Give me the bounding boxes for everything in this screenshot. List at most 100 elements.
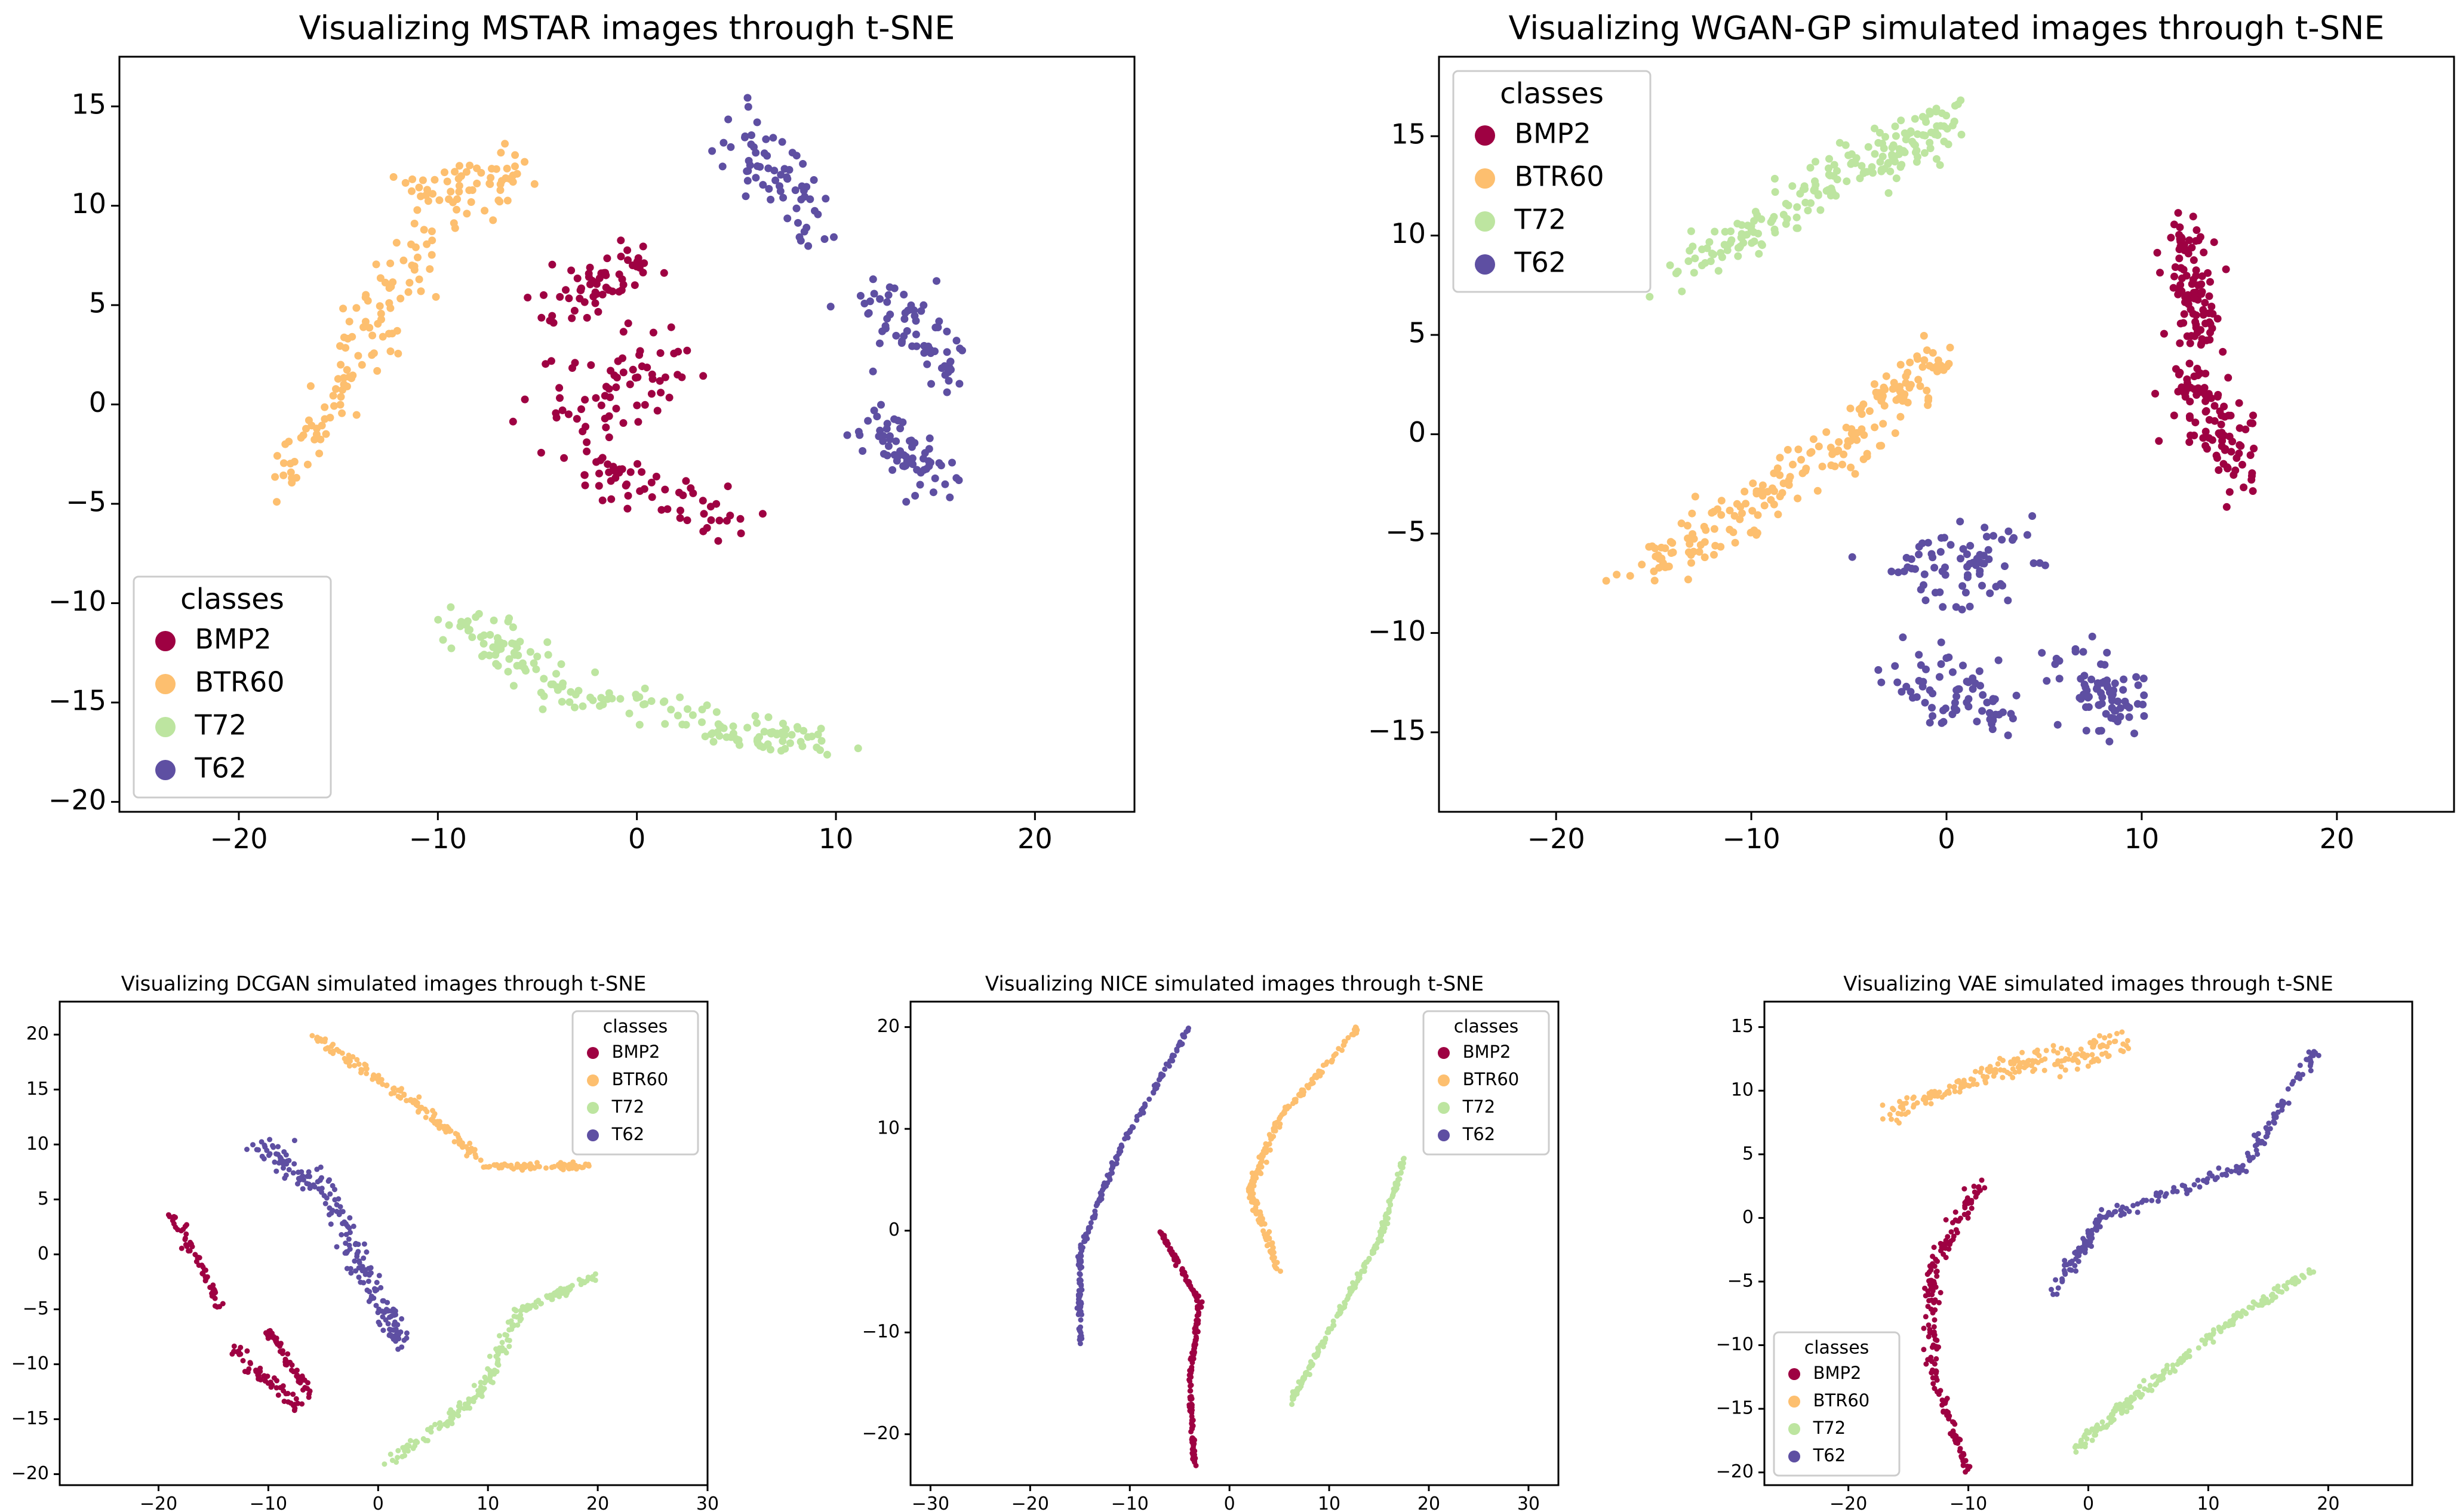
data-point-btr60	[508, 1162, 514, 1168]
data-point-btr60	[1899, 1103, 1905, 1109]
data-point-btr60	[555, 1162, 561, 1168]
data-point-t62	[350, 1223, 356, 1229]
data-point-t62	[771, 176, 780, 184]
data-point-t72	[530, 659, 538, 667]
data-point-t62	[1915, 651, 1923, 659]
legend-box	[1452, 70, 1652, 293]
data-point-t72	[1869, 169, 1877, 177]
data-point-t62	[916, 481, 924, 489]
data-point-t62	[2313, 1050, 2318, 1056]
data-point-t62	[894, 417, 902, 424]
data-point-t72	[552, 670, 560, 678]
data-point-t62	[1160, 1072, 1166, 1078]
data-point-bmp2	[230, 1348, 236, 1354]
data-point-btr60	[417, 287, 425, 295]
data-point-bmp2	[1951, 1233, 1957, 1239]
data-point-bmp2	[2235, 399, 2243, 407]
data-point-bmp2	[1194, 1313, 1200, 1319]
data-point-t72	[2147, 1382, 2153, 1388]
data-point-btr60	[467, 198, 475, 206]
legend-label-bmp2: BMP2	[1463, 1042, 1511, 1062]
axes-frame	[59, 1000, 709, 1486]
data-point-t62	[1091, 1215, 1097, 1221]
data-point-btr60	[586, 1162, 592, 1168]
data-point-t62	[2308, 1068, 2314, 1074]
data-point-bmp2	[179, 1245, 184, 1251]
data-point-btr60	[430, 175, 439, 184]
data-point-btr60	[1776, 492, 1784, 501]
data-point-bmp2	[586, 263, 594, 272]
points-layer	[271, 94, 966, 759]
data-point-t72	[1678, 287, 1686, 295]
data-point-t72	[494, 1369, 500, 1375]
data-point-t62	[1984, 546, 1992, 554]
data-point-t72	[1727, 227, 1735, 235]
data-point-t72	[1812, 158, 1819, 166]
data-point-bmp2	[2191, 318, 2200, 326]
data-point-btr60	[279, 459, 288, 467]
data-point-bmp2	[617, 252, 625, 261]
data-point-bmp2	[212, 1303, 218, 1309]
data-point-t62	[2132, 673, 2141, 681]
data-point-bmp2	[634, 254, 642, 262]
data-point-btr60	[1891, 429, 1899, 438]
data-point-t62	[1109, 1166, 1115, 1172]
data-point-bmp2	[2227, 448, 2235, 456]
data-point-t62	[2139, 700, 2147, 709]
data-point-t72	[2084, 1436, 2090, 1442]
data-point-bmp2	[683, 346, 691, 355]
data-point-bmp2	[1931, 1279, 1937, 1285]
data-point-bmp2	[1164, 1239, 1170, 1245]
data-point-t62	[2144, 1197, 2150, 1203]
data-point-t72	[1800, 182, 1809, 190]
x-tick-label: 20	[2317, 1493, 2339, 1512]
data-point-t62	[342, 1250, 348, 1256]
data-point-btr60	[1668, 539, 1677, 547]
data-point-t72	[388, 1451, 393, 1457]
data-point-bmp2	[220, 1301, 226, 1307]
data-point-btr60	[404, 1098, 410, 1104]
data-point-t62	[1973, 717, 1981, 726]
data-point-t62	[291, 1138, 297, 1144]
data-point-t72	[688, 711, 697, 719]
data-point-btr60	[1859, 455, 1868, 463]
data-point-bmp2	[1943, 1237, 1949, 1243]
data-point-bmp2	[2188, 244, 2196, 252]
data-point-bmp2	[2241, 425, 2250, 433]
data-point-btr60	[1677, 519, 1686, 528]
data-point-bmp2	[649, 328, 657, 337]
data-point-btr60	[1896, 383, 1904, 391]
data-point-bmp2	[2170, 220, 2178, 229]
data-point-bmp2	[606, 393, 614, 401]
data-point-bmp2	[256, 1372, 262, 1378]
data-point-t72	[793, 723, 801, 731]
data-point-t62	[1898, 688, 1906, 696]
data-point-t72	[564, 1288, 570, 1294]
data-point-btr60	[1958, 1085, 1964, 1091]
data-point-btr60	[447, 187, 455, 196]
data-point-t62	[345, 1224, 350, 1230]
data-point-t72	[1792, 213, 1801, 221]
data-point-btr60	[370, 349, 378, 358]
data-point-btr60	[1760, 501, 1769, 510]
data-point-t72	[660, 697, 669, 706]
data-point-btr60	[497, 149, 505, 157]
data-point-t62	[911, 492, 920, 500]
data-point-btr60	[1991, 1069, 1997, 1075]
data-point-t72	[506, 1344, 512, 1350]
data-point-bmp2	[1982, 1185, 1988, 1191]
points-layer	[1880, 1029, 2321, 1475]
data-point-btr60	[1889, 1116, 1895, 1122]
data-point-t72	[483, 1378, 489, 1384]
data-point-t72	[457, 1405, 463, 1411]
data-point-btr60	[385, 330, 393, 338]
data-point-t72	[425, 1437, 430, 1443]
data-point-bmp2	[2192, 266, 2200, 275]
data-point-bmp2	[1938, 1290, 1944, 1295]
data-point-btr60	[496, 198, 504, 206]
legend-label-t72: T72	[1813, 1418, 1846, 1438]
legend-label-t62: T62	[1514, 247, 1566, 279]
data-point-t62	[1077, 1337, 1083, 1342]
data-point-btr60	[503, 164, 511, 173]
